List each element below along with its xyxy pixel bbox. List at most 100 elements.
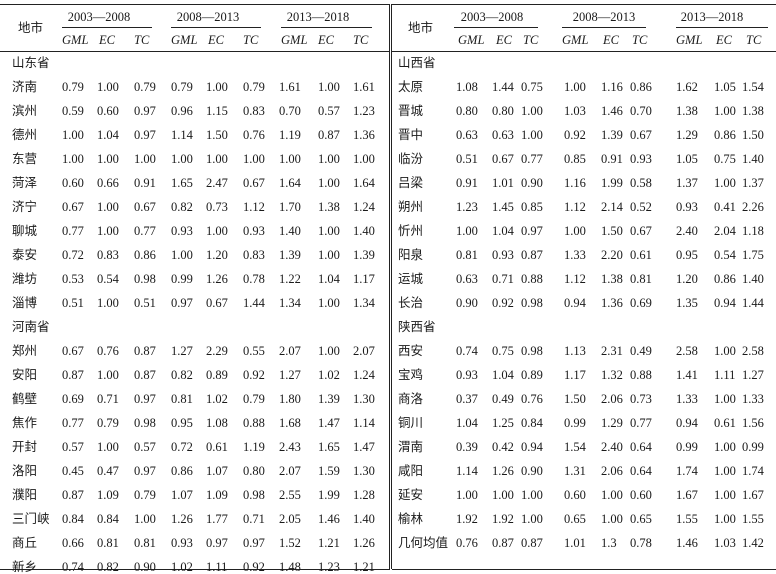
value-cell: 1.00	[318, 344, 340, 358]
value-cell: 0.86	[714, 272, 736, 286]
city-name: 阳泉	[398, 247, 424, 262]
period-underline	[562, 27, 646, 28]
value-cell: 1.27	[171, 344, 193, 358]
value-cell: 1.00	[318, 224, 340, 238]
value-cell: 1.56	[742, 416, 764, 430]
value-cell: 0.51	[456, 152, 478, 166]
value-cell: 0.72	[171, 440, 193, 454]
value-cell: 1.14	[456, 464, 478, 478]
value-cell: 0.97	[206, 536, 228, 550]
value-cell: 1.34	[279, 296, 301, 310]
period-header: 2013—2018	[286, 10, 350, 24]
value-cell: 1.18	[742, 224, 764, 238]
value-cell: 0.79	[243, 392, 265, 406]
value-cell: 1.80	[279, 392, 301, 406]
value-cell: 0.87	[134, 368, 156, 382]
value-cell: 0.87	[492, 536, 514, 550]
value-cell: 1.70	[279, 200, 301, 214]
value-cell: 1.00	[564, 224, 586, 238]
index-header-ec: EC	[716, 33, 732, 47]
index-header-gml: GML	[62, 33, 89, 47]
value-cell: 0.82	[97, 560, 119, 574]
value-cell: 0.79	[134, 488, 156, 502]
value-cell: 0.52	[630, 200, 652, 214]
period-header: 2008—2013	[176, 10, 240, 24]
value-cell: 1.00	[171, 152, 193, 166]
period-underline	[171, 27, 261, 28]
value-cell: 1.26	[353, 536, 375, 550]
value-cell: 1.61	[353, 80, 375, 94]
value-cell: 0.84	[521, 416, 543, 430]
value-cell: 1.23	[456, 200, 478, 214]
value-cell: 2.40	[676, 224, 698, 238]
value-cell: 1.00	[97, 368, 119, 382]
value-cell: 1.00	[318, 152, 340, 166]
value-cell: 0.37	[456, 392, 478, 406]
value-cell: 1.46	[601, 104, 623, 118]
period-header: 2003—2008	[67, 10, 131, 24]
value-cell: 1.92	[456, 512, 478, 526]
value-cell: 1.00	[521, 512, 543, 526]
city-name: 濮阳	[12, 487, 38, 502]
value-cell: 1.09	[206, 488, 228, 502]
value-cell: 0.93	[243, 224, 265, 238]
value-cell: 0.60	[62, 176, 84, 190]
province-label: 河南省	[12, 319, 50, 334]
value-cell: 0.92	[243, 368, 265, 382]
value-cell: 1.67	[742, 488, 764, 502]
value-cell: 1.65	[171, 176, 193, 190]
value-cell: 1.54	[564, 440, 586, 454]
value-cell: 0.67	[206, 296, 228, 310]
value-cell: 0.95	[676, 248, 698, 262]
value-cell: 1.00	[714, 104, 736, 118]
value-cell: 0.61	[714, 416, 736, 430]
value-cell: 0.54	[714, 248, 736, 262]
value-cell: 1.33	[742, 392, 764, 406]
value-cell: 2.43	[279, 440, 301, 454]
value-cell: 0.58	[630, 176, 652, 190]
value-cell: 0.79	[97, 416, 119, 430]
city-name: 东营	[12, 151, 38, 166]
value-cell: 1.02	[206, 392, 228, 406]
value-cell: 0.47	[97, 464, 119, 478]
city-name: 铜川	[398, 415, 424, 430]
index-header-gml: GML	[281, 33, 308, 47]
value-cell: 0.97	[134, 104, 156, 118]
header-rule	[392, 51, 776, 52]
value-cell: 1.99	[601, 176, 623, 190]
value-cell: 0.93	[171, 536, 193, 550]
value-cell: 1.3	[601, 536, 617, 550]
value-cell: 1.23	[353, 104, 375, 118]
value-cell: 1.42	[742, 536, 764, 550]
value-cell: 1.00	[318, 176, 340, 190]
index-header-gml: GML	[562, 33, 589, 47]
value-cell: 0.69	[62, 392, 84, 406]
value-cell: 2.55	[279, 488, 301, 502]
value-cell: 1.77	[206, 512, 228, 526]
value-cell: 0.67	[630, 128, 652, 142]
value-cell: 0.95	[171, 416, 193, 430]
value-cell: 0.76	[521, 392, 543, 406]
value-cell: 0.66	[62, 536, 84, 550]
value-cell: 1.00	[318, 80, 340, 94]
value-cell: 1.40	[742, 152, 764, 166]
value-cell: 1.46	[676, 536, 698, 550]
value-cell: 0.65	[564, 512, 586, 526]
city-name: 晋城	[398, 103, 424, 118]
value-cell: 1.00	[456, 488, 478, 502]
province-label: 山西省	[398, 55, 436, 70]
value-cell: 1.02	[171, 560, 193, 574]
value-cell: 1.16	[601, 80, 623, 94]
value-cell: 1.00	[714, 464, 736, 478]
value-cell: 0.57	[62, 440, 84, 454]
value-cell: 0.99	[171, 272, 193, 286]
value-cell: 0.85	[521, 200, 543, 214]
value-cell: 1.00	[279, 152, 301, 166]
value-cell: 2.26	[742, 200, 764, 214]
value-cell: 1.00	[456, 224, 478, 238]
value-cell: 1.00	[206, 80, 228, 94]
value-cell: 0.77	[62, 224, 84, 238]
city-name: 安阳	[12, 367, 38, 382]
value-cell: 1.64	[353, 176, 375, 190]
value-cell: 1.03	[714, 536, 736, 550]
